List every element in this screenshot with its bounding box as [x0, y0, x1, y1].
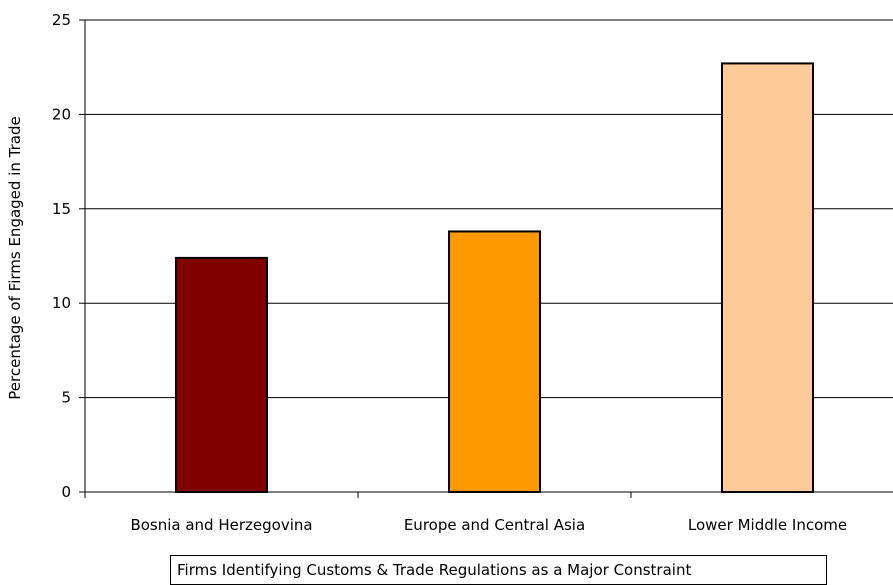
- x-category-label: Bosnia and Herzegovina: [130, 516, 312, 534]
- y-axis-title: Percentage of Firms Engaged in Trade: [6, 116, 24, 399]
- y-tick-label: 20: [52, 105, 71, 123]
- bar: [721, 62, 814, 493]
- y-tick-label: 5: [61, 389, 71, 407]
- x-axis-title: Firms Identifying Customs & Trade Regula…: [170, 555, 827, 585]
- bar: [175, 256, 268, 493]
- y-tick-label: 15: [52, 200, 71, 218]
- category-labels: Bosnia and Herzegovina Europe and Central…: [130, 516, 847, 534]
- y-tick-label: 0: [61, 483, 71, 501]
- x-axis-ticks: [84, 492, 632, 498]
- x-category-label: Lower Middle Income: [688, 516, 847, 534]
- y-tick-label: 25: [52, 11, 71, 29]
- y-tick-label: 10: [52, 294, 71, 312]
- bars: [175, 62, 814, 493]
- bar: [448, 230, 541, 493]
- x-category-label: Europe and Central Asia: [404, 516, 585, 534]
- y-axis-ticks: 0 5 10 15 20 25: [52, 11, 85, 501]
